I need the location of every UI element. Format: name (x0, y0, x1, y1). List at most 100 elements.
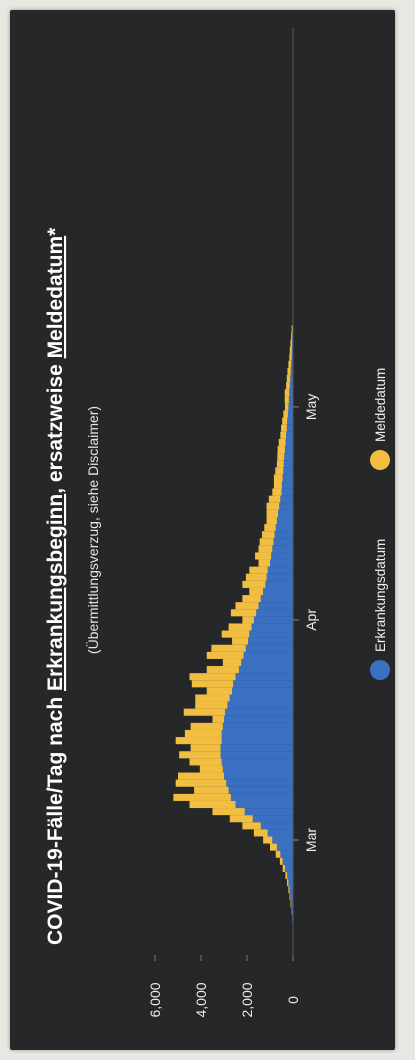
bar-erkrankungsdatum (251, 623, 293, 631)
bar-meldedatum (190, 744, 221, 752)
bar-erkrankungsdatum (221, 737, 293, 745)
bar-erkrankungsdatum (290, 900, 293, 908)
bar-erkrankungsdatum (276, 516, 293, 525)
bar-meldedatum (189, 673, 236, 681)
bar-meldedatum (289, 893, 291, 901)
bar-meldedatum (289, 353, 292, 361)
bar-erkrankungsdatum (274, 531, 293, 539)
bar-meldedatum (206, 651, 244, 659)
bar-erkrankungsdatum (221, 758, 293, 766)
bar-meldedatum (283, 410, 288, 418)
bar-meldedatum (183, 708, 226, 716)
bar-meldedatum (259, 538, 274, 546)
bar-erkrankungsdatum (235, 673, 293, 681)
bar-erkrankungsdatum (233, 680, 293, 688)
bar-erkrankungsdatum (266, 573, 293, 581)
bar-meldedatum (175, 737, 222, 745)
bar-erkrankungsdatum (230, 793, 293, 801)
chart-title-part: * (44, 227, 67, 236)
bar-meldedatum (229, 815, 253, 823)
bar-meldedatum (212, 715, 224, 723)
bar-meldedatum (258, 559, 270, 567)
bar-meldedatum (266, 509, 279, 517)
bar-erkrankungsdatum (270, 559, 293, 567)
bar-meldedatum (286, 374, 291, 383)
bar-erkrankungsdatum (290, 893, 293, 901)
bar-meldedatum (284, 396, 289, 404)
bar-meldedatum (289, 346, 292, 354)
y-tick-label: 0 (285, 996, 301, 1004)
bar-erkrankungsdatum (220, 744, 293, 752)
bar-meldedatum (279, 857, 283, 865)
bar-erkrankungsdatum (288, 403, 293, 411)
bar-meldedatum (284, 389, 290, 397)
bar-meldedatum (235, 602, 259, 610)
bar-erkrankungsdatum (287, 871, 293, 880)
bar-meldedatum (258, 545, 273, 553)
bar-erkrankungsdatum (222, 765, 293, 773)
bar-meldedatum (189, 758, 222, 766)
bar-erkrankungsdatum (291, 346, 293, 354)
bar-meldedatum (189, 800, 236, 809)
bar-erkrankungsdatum (226, 779, 293, 787)
bar-meldedatum (242, 616, 254, 624)
bar-erkrankungsdatum (284, 453, 293, 461)
bar-erkrankungsdatum (228, 786, 293, 794)
bar-erkrankungsdatum (272, 545, 293, 553)
bar-meldedatum (242, 822, 261, 830)
bar-erkrankungsdatum (291, 353, 293, 361)
bar-erkrankungsdatum (220, 751, 293, 759)
bar-erkrankungsdatum (284, 445, 293, 454)
bar-meldedatum (255, 552, 272, 560)
bar-meldedatum (270, 843, 277, 851)
bar-erkrankungsdatum (289, 389, 293, 397)
bar-erkrankungsdatum (249, 630, 293, 638)
bar-erkrankungsdatum (229, 694, 293, 702)
bar-meldedatum (291, 332, 293, 340)
bar-erkrankungsdatum (224, 772, 293, 780)
bar-erkrankungsdatum (273, 538, 293, 546)
bar-erkrankungsdatum (258, 602, 293, 610)
bar-erkrankungsdatum (287, 410, 293, 418)
bar-meldedatum (242, 595, 261, 603)
bar-erkrankungsdatum (256, 609, 293, 617)
bar-meldedatum (230, 609, 257, 617)
bar-group (173, 325, 293, 929)
x-tick-label: Apr (303, 609, 319, 631)
bar-erkrankungsdatum (221, 729, 293, 738)
bar-erkrankungsdatum (260, 595, 293, 603)
bar-erkrankungsdatum (232, 687, 293, 695)
bar-erkrankungsdatum (260, 822, 293, 830)
bar-meldedatum (195, 701, 228, 709)
bar-erkrankungsdatum (282, 857, 293, 865)
legend-swatch (370, 450, 390, 470)
bar-erkrankungsdatum (222, 722, 293, 730)
bar-erkrankungsdatum (291, 360, 293, 368)
x-tick-label: May (303, 394, 319, 420)
bar-erkrankungsdatum (275, 524, 293, 532)
chart-panel: COVID-19-Fälle/Tag nach Erkrankungsbegin… (10, 10, 395, 1050)
bar-meldedatum (264, 524, 276, 532)
bar-meldedatum (221, 630, 250, 638)
x-axis: Mar Apr May (293, 394, 319, 852)
bar-meldedatum (286, 382, 290, 390)
bar-erkrankungsdatum (278, 509, 293, 517)
bar-meldedatum (288, 886, 290, 894)
bar-erkrankungsdatum (280, 495, 293, 503)
bar-meldedatum (275, 850, 281, 858)
bar-erkrankungsdatum (227, 701, 293, 709)
y-tick-label: 6,000 (147, 982, 163, 1017)
bar-erkrankungsdatum (252, 815, 293, 823)
bar-erkrankungsdatum (288, 396, 293, 404)
bar-erkrankungsdatum (280, 850, 293, 858)
bar-erkrankungsdatum (289, 886, 293, 894)
bar-erkrankungsdatum (281, 488, 293, 496)
bar-erkrankungsdatum (244, 808, 293, 816)
bar-meldedatum (280, 431, 287, 439)
bar-meldedatum (284, 403, 289, 411)
bar-meldedatum (288, 360, 292, 368)
chart-title-part: Erkrankungsbeginn (44, 494, 67, 691)
bar-erkrankungsdatum (283, 460, 293, 468)
bar-meldedatum (184, 729, 222, 738)
chart-title-part: COVID-19-Fälle/Tag nach (44, 691, 67, 945)
